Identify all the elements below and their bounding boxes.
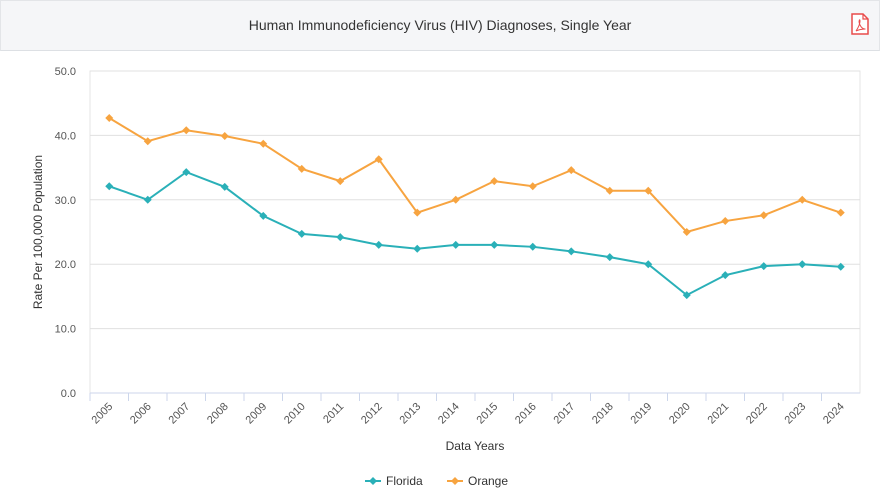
- data-point-florida: [759, 262, 768, 271]
- data-point-florida: [451, 240, 460, 249]
- data-point-florida: [259, 211, 268, 220]
- data-point-florida: [490, 240, 499, 249]
- data-point-orange: [297, 164, 306, 173]
- y-tick-label: 0.0: [61, 388, 76, 400]
- x-tick-label: 2007: [167, 401, 193, 427]
- line-chart: 0.0 10.0 20.0 30.0 40.0 50.0 2005 2006 2007 2008 2…: [31, 66, 861, 488]
- y-axis-title: Rate Per 100,000 Population: [31, 155, 45, 309]
- data-point-orange: [413, 208, 422, 217]
- x-tick-label: 2021: [706, 401, 732, 427]
- data-point-florida: [220, 182, 229, 191]
- data-point-orange: [567, 166, 576, 175]
- x-tick-label: 2008: [205, 401, 231, 427]
- data-point-orange: [220, 132, 229, 141]
- data-point-florida: [297, 229, 306, 238]
- pdf-file-icon[interactable]: [851, 13, 869, 35]
- data-point-florida: [413, 244, 422, 253]
- x-tick-label: 2018: [590, 401, 616, 427]
- data-point-florida: [374, 240, 383, 249]
- x-tick-label: 2014: [436, 401, 462, 427]
- data-point-orange: [605, 186, 614, 195]
- x-tick-label: 2019: [629, 401, 655, 427]
- x-tick-label: 2016: [513, 401, 539, 427]
- x-tick-label: 2009: [244, 401, 270, 427]
- data-point-florida: [143, 195, 152, 204]
- legend-marker: [451, 477, 459, 485]
- legend-item-florida[interactable]: Florida: [386, 474, 423, 488]
- data-point-orange: [451, 195, 460, 204]
- data-point-florida: [682, 291, 691, 300]
- data-point-florida: [528, 242, 537, 251]
- x-tick-label: 2023: [783, 401, 809, 427]
- x-tick-label: 2020: [667, 401, 693, 427]
- data-point-florida: [105, 182, 114, 191]
- data-point-orange: [490, 177, 499, 186]
- data-point-florida: [336, 233, 345, 242]
- y-tick-label: 20.0: [55, 259, 76, 271]
- data-point-florida: [721, 271, 730, 280]
- chart-title: Human Immunodeficiency Virus (HIV) Diagn…: [248, 17, 632, 33]
- x-tick-label: 2005: [90, 401, 116, 427]
- data-point-florida: [644, 260, 653, 269]
- data-point-orange: [682, 228, 691, 236]
- legend-marker: [369, 477, 377, 485]
- data-point-florida: [836, 262, 845, 271]
- x-tick-label: 2022: [744, 401, 770, 427]
- x-tick-label: 2013: [398, 401, 424, 427]
- data-point-orange: [528, 182, 537, 191]
- x-tick-label: 2024: [821, 401, 847, 427]
- y-tick-label: 40.0: [55, 130, 76, 142]
- series-line-orange: [108, 117, 842, 234]
- x-tick-label: 2010: [282, 401, 308, 427]
- data-point-orange: [798, 195, 807, 204]
- data-point-orange: [336, 177, 345, 186]
- data-point-florida: [798, 260, 807, 269]
- x-tick-label: 2006: [128, 401, 154, 427]
- y-tick-label: 10.0: [55, 324, 76, 336]
- y-tick-label: 50.0: [55, 66, 76, 78]
- data-point-orange: [836, 208, 845, 217]
- x-tick-label: 2012: [359, 401, 385, 427]
- chart-header: Human Immunodeficiency Virus (HIV) Diagn…: [0, 0, 880, 51]
- x-axis-title: Data Years: [446, 439, 505, 453]
- data-point-orange: [721, 217, 730, 226]
- data-point-orange: [259, 139, 268, 148]
- x-tick-label: 2017: [552, 401, 578, 427]
- legend-item-orange[interactable]: Orange: [468, 474, 508, 488]
- data-point-orange: [182, 126, 191, 135]
- x-tick-label: 2015: [475, 401, 501, 427]
- data-point-orange: [105, 114, 114, 123]
- plot-area: [89, 70, 861, 394]
- data-point-orange: [759, 211, 768, 220]
- data-point-florida: [182, 168, 191, 177]
- series-line-florida: [108, 170, 841, 297]
- data-point-florida: [567, 247, 576, 256]
- data-point-orange: [644, 186, 653, 195]
- data-point-orange: [374, 155, 383, 164]
- x-tick-label: 2011: [321, 401, 346, 426]
- data-point-florida: [605, 253, 614, 262]
- y-tick-label: 30.0: [55, 195, 76, 207]
- data-point-orange: [143, 137, 152, 146]
